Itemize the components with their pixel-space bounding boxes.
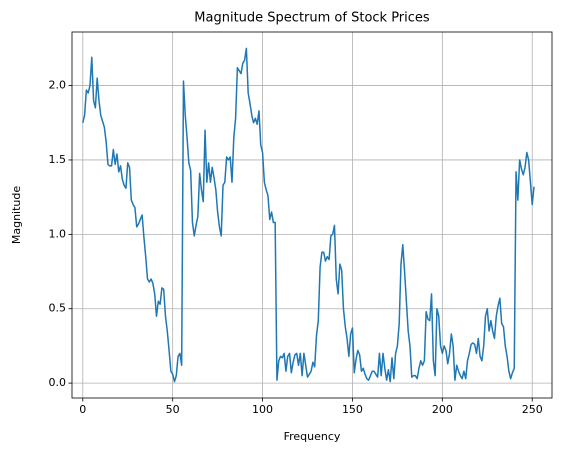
y-tick-label: 0.5 (49, 302, 67, 315)
x-tick-label: 200 (432, 403, 453, 416)
y-tick-label: 0.0 (49, 376, 67, 389)
x-tick-label: 100 (252, 403, 273, 416)
x-tick-label: 150 (342, 403, 363, 416)
x-axis-label: Frequency (284, 430, 341, 443)
plot-frame (71, 31, 553, 399)
y-tick-label: 1.5 (49, 153, 67, 166)
chart-title: Magnitude Spectrum of Stock Prices (194, 11, 430, 26)
x-tick-label: 50 (166, 403, 180, 416)
x-tick-label: 0 (79, 403, 86, 416)
y-axis-label: Magnitude (10, 186, 23, 245)
data-line (82, 47, 535, 383)
x-tick-label: 250 (522, 403, 543, 416)
y-tick-label: 2.0 (49, 79, 67, 92)
y-tick-label: 1.0 (49, 227, 67, 240)
